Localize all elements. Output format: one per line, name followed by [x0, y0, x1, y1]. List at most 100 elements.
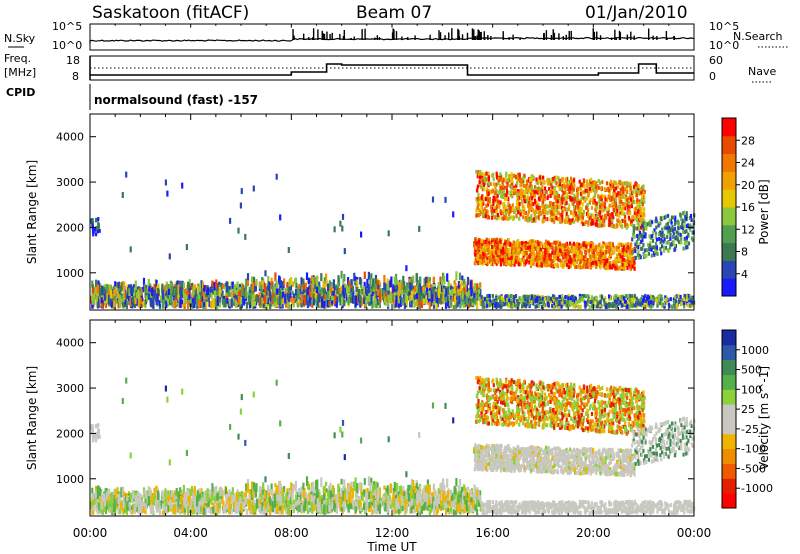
heatmap-cell [529, 197, 532, 202]
heatmap-cell [486, 241, 489, 246]
heatmap-cell [169, 287, 172, 297]
heatmap-cell [526, 194, 529, 199]
heatmap-cell [586, 179, 589, 184]
heatmap-cell [594, 215, 598, 220]
heatmap-cell [494, 303, 497, 308]
heatmap-cell [558, 183, 561, 188]
heatmap-cell [600, 304, 603, 309]
heatmap-cell [402, 275, 405, 285]
heatmap-cell [556, 256, 559, 261]
heatmap-cell [288, 278, 291, 287]
heatmap-cell [142, 277, 146, 287]
heatmap-cell [606, 249, 609, 254]
heatmap-cell [374, 282, 377, 292]
heatmap-cell [513, 302, 516, 307]
heatmap-cell [456, 301, 459, 308]
heatmap-cell [623, 266, 626, 271]
heatmap-cell [492, 256, 495, 260]
heatmap-cell [417, 292, 420, 300]
heatmap-cell [512, 174, 515, 179]
heatmap-cell [479, 261, 482, 266]
heatmap-cell [189, 297, 192, 304]
heatmap-cell [571, 180, 574, 185]
heatmap-cell [443, 275, 446, 285]
heatmap-cell [576, 299, 579, 304]
heatmap-cell [579, 199, 582, 204]
heatmap-cell [235, 289, 238, 296]
heatmap-cell [368, 298, 371, 306]
heatmap-cell [286, 281, 289, 291]
heatmap-cell [600, 251, 603, 256]
heatmap-cell [585, 244, 588, 249]
heatmap-cell [630, 297, 633, 302]
heatmap-cell [263, 292, 266, 297]
heatmap-cell [609, 183, 612, 188]
heatmap-cell [451, 288, 454, 296]
heatmap-cell [360, 231, 363, 238]
heatmap-cell [571, 243, 574, 248]
heatmap-cell [251, 276, 254, 284]
heatmap-cell [625, 301, 629, 305]
heatmap-cell [599, 181, 602, 185]
heatmap-cell [563, 255, 566, 260]
heatmap-cell [613, 205, 616, 210]
nsky-tick-top: 10^5 [52, 20, 82, 33]
heatmap-cell [354, 300, 357, 307]
heatmap-cell [289, 281, 293, 291]
heatmap-cell [292, 293, 295, 299]
heatmap-cell [432, 302, 436, 309]
heatmap-cell [608, 214, 611, 219]
heatmap-cell [339, 220, 342, 227]
heatmap-cell [608, 191, 611, 196]
heatmap-cell [142, 300, 145, 307]
heatmap-cell [579, 186, 582, 191]
heatmap-cell [639, 302, 642, 307]
heatmap-cell [129, 284, 132, 294]
heatmap-cell [226, 284, 229, 293]
heatmap-cell [590, 295, 593, 300]
heatmap-cell [530, 213, 533, 218]
heatmap-cell [525, 179, 528, 184]
heatmap-cell [614, 181, 617, 186]
heatmap-cell [486, 294, 489, 299]
heatmap-cell [245, 301, 248, 309]
heatmap-cell [664, 300, 667, 305]
heatmap-cell [581, 212, 584, 217]
heatmap-cell [484, 180, 487, 185]
heatmap-cell [458, 283, 462, 293]
heatmap-cell [180, 299, 183, 305]
heatmap-cell [181, 286, 184, 292]
heatmap-cell [507, 259, 511, 264]
heatmap-cell [474, 237, 477, 242]
heatmap-cell [570, 180, 573, 185]
heatmap-cell [625, 225, 628, 230]
heatmap-cell [174, 292, 178, 299]
heatmap-cell [323, 283, 326, 291]
heatmap-cell [498, 178, 501, 183]
heatmap-cell [300, 277, 303, 285]
heatmap-cell [608, 255, 611, 260]
heatmap-cell [523, 297, 527, 302]
heatmap-cell [524, 211, 527, 215]
heatmap-cell [609, 186, 612, 191]
heatmap-cell [634, 181, 637, 186]
heatmap-cell [490, 302, 493, 307]
heatmap-cell [637, 298, 640, 303]
heatmap-cell [167, 288, 171, 296]
heatmap-cell [531, 195, 534, 200]
heatmap-cell [353, 272, 356, 282]
heatmap-cell [499, 298, 502, 303]
heatmap-cell [628, 184, 632, 189]
heatmap-cell [580, 251, 583, 256]
heatmap-cell [527, 302, 531, 307]
heatmap-cell [465, 284, 468, 293]
heatmap-cell [553, 301, 556, 306]
heatmap-cell [518, 296, 521, 301]
heatmap-cell [635, 187, 638, 192]
heatmap-cell [621, 210, 624, 215]
heatmap-cell [208, 292, 212, 298]
heatmap-cell [493, 208, 496, 213]
heatmap-cell [613, 188, 616, 193]
heatmap-cell [113, 285, 116, 290]
heatmap-cell [606, 210, 609, 215]
